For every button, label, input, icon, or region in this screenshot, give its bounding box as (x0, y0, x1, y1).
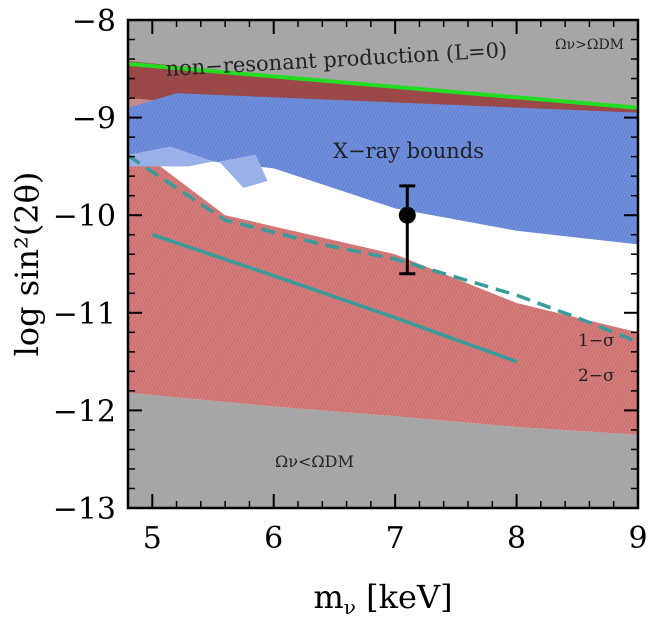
x-axis-title: mν [keV] (313, 578, 452, 619)
region-underabundance (128, 392, 638, 508)
y-tick-label: −9 (72, 102, 116, 137)
dashed-contour-line (128, 154, 638, 344)
plot-frame (126, 18, 640, 510)
y-tick-label: −8 (72, 4, 116, 39)
nonresonant-line (128, 61, 638, 110)
region-xray-light-wedge-left (128, 146, 213, 167)
x-tick-label: 6 (264, 521, 283, 556)
region-xray-excluded (128, 93, 638, 245)
solid-contour-line (151, 233, 518, 364)
annotation-two-sigma: 2−σ (578, 366, 615, 386)
annotation-xray: X−ray bounds (333, 139, 484, 163)
y-tick-label: −10 (53, 199, 116, 234)
x-tick-label: 8 (507, 521, 526, 556)
y-tick-label: −11 (53, 297, 116, 332)
data-point (398, 206, 416, 224)
region-xray-light-wedge (219, 154, 268, 188)
annotation-omega-under: Ων<ΩDM (275, 452, 354, 471)
x-tick-label: 5 (143, 521, 162, 556)
y-axis-title: log sin²(2θ) (8, 172, 46, 357)
region-allowed-band (128, 142, 638, 435)
y-tick-label: −12 (53, 394, 116, 429)
annotation-one-sigma: 1−σ (578, 331, 615, 351)
annotation-omega-over: Ων>ΩDM (555, 37, 624, 53)
y-tick-label: −13 (53, 492, 116, 527)
x-tick-label: 9 (628, 521, 647, 556)
region-overabundance (128, 20, 638, 110)
x-tick-label: 7 (386, 521, 405, 556)
